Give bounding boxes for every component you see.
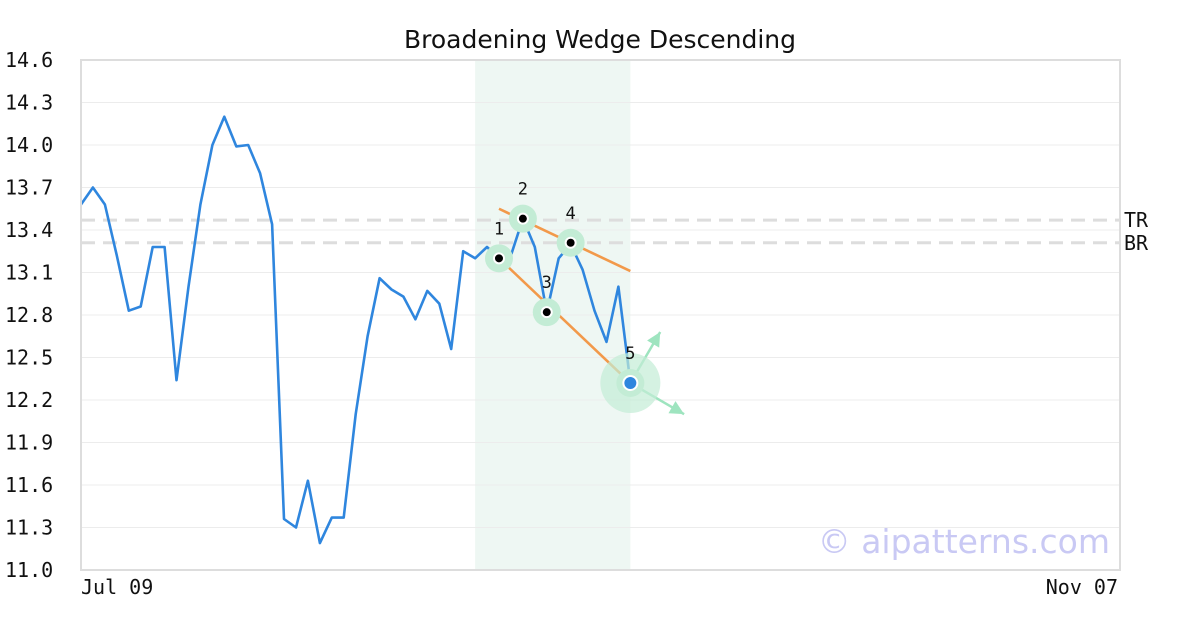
y-tick-label: 13.7: [5, 176, 53, 200]
reference-line-label: BR: [1124, 231, 1149, 255]
trendline: [498, 257, 632, 384]
pattern-point-marker: [564, 236, 577, 249]
target-arrow-head: [668, 401, 685, 415]
pattern-point-marker: [516, 212, 529, 225]
y-tick-label: 13.4: [5, 218, 53, 242]
y-tick-label: 14.6: [5, 48, 53, 72]
y-tick-label: 11.6: [5, 473, 53, 497]
axis-layer: 14.6 14.3 14.0 13.7 13.4 13.1 12.8 12.5 12.2 11.9…: [5, 48, 1118, 599]
y-tick-label: 11.3: [5, 516, 53, 540]
price-line: [81, 115, 632, 545]
y-tick-label: 12.5: [5, 346, 53, 370]
pattern-point-marker: [540, 306, 553, 319]
chart-title: Broadening Wedge Descending: [404, 25, 796, 54]
price-line-layer: [81, 115, 632, 545]
pattern-point-label: 3: [542, 273, 552, 293]
plot-frame: [80, 59, 1121, 571]
reference-line-label: TR: [1124, 208, 1149, 232]
pattern-points-layer: 12 3 4 5: [484, 180, 661, 413]
target-arrow-head: [647, 332, 661, 348]
pattern-point-label: 2: [518, 180, 528, 200]
pattern-point-label: 1: [494, 219, 504, 239]
y-tick-label: 12.8: [5, 303, 53, 327]
pattern-point-marker: [492, 252, 505, 265]
pattern-point-label: 4: [566, 204, 576, 224]
y-tick-label: 11.9: [5, 431, 53, 455]
pattern-point-marker: [622, 375, 639, 391]
x-tick-label: Jul 09: [81, 575, 153, 599]
watermark: © aipatterns.com: [818, 522, 1110, 561]
y-tick-label: 13.1: [5, 261, 53, 285]
pattern-point-label: 5: [625, 344, 635, 364]
y-tick-label: 14.0: [5, 133, 53, 157]
y-tick-label: 11.0: [5, 558, 53, 582]
x-tick-label: Nov 07: [1046, 575, 1118, 599]
y-tick-label: 14.3: [5, 91, 53, 115]
y-tick-label: 12.2: [5, 388, 53, 412]
